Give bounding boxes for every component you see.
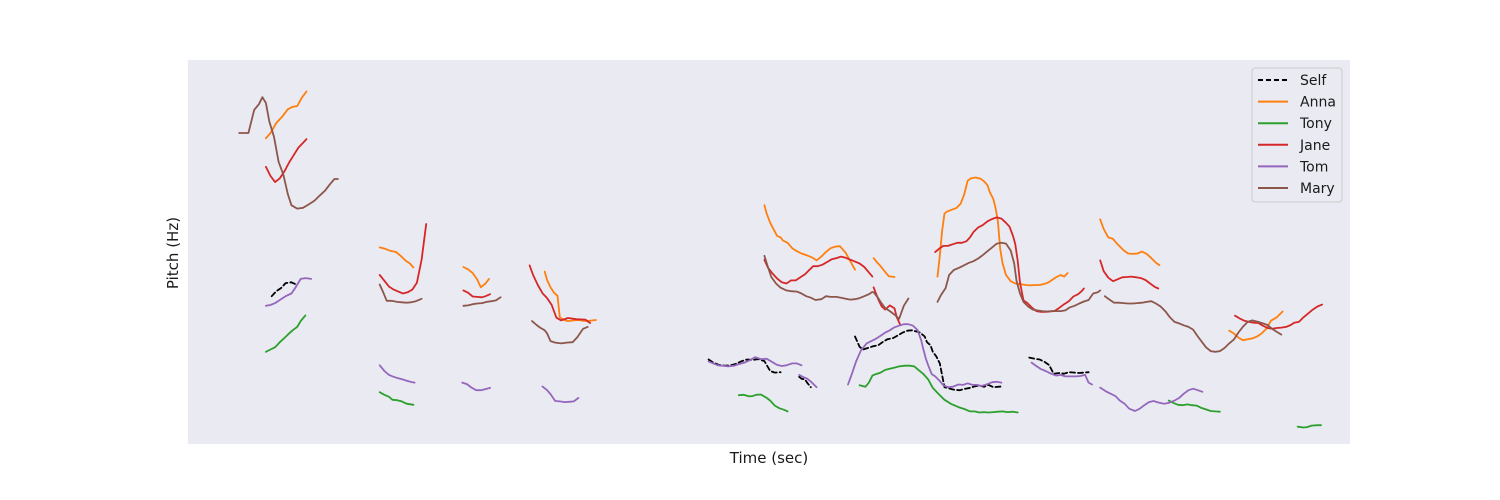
plot-area [188,60,1350,444]
series-layer [238,90,1323,429]
series-self-line-4 [1028,356,1090,375]
series-mary-line-0 [238,96,339,210]
series-tom-line-3 [541,385,580,404]
series-mary-line-6 [936,241,1102,313]
series-mary-line-3 [531,320,589,345]
legend-label-tony: Tony [1299,116,1332,132]
series-tony-line-4 [1167,399,1221,413]
series-self-line-0 [270,281,299,298]
series-tony-line-0 [264,314,307,353]
series-jane-line-3 [528,264,591,324]
x-axis-label: Time (sec) [729,449,808,467]
series-anna-line-6 [936,176,1069,287]
series-jane-line-0 [264,138,308,184]
series-self-line-2 [798,375,812,389]
legend-label-anna: Anna [1300,95,1336,111]
series-tom-line-2 [461,381,492,392]
series-jane-line-1 [378,223,428,295]
legend-label-self: Self [1300,73,1327,89]
series-tony-line-2 [737,393,789,413]
series-mary [238,96,1283,353]
series-mary-line-7 [1103,295,1283,353]
legend-label-mary: Mary [1300,181,1335,197]
series-jane-line-4 [763,255,874,285]
series-tom-line-7 [1030,361,1093,386]
series-tom [264,277,1204,412]
series-anna-line-5 [872,257,896,278]
series-mary-line-1 [378,283,423,304]
series-jane-line-2 [462,289,492,299]
series-mary-line-2 [462,296,502,307]
series-anna-line-1 [378,246,415,269]
series-self-line-3 [854,329,1004,392]
series-jane-line-6 [934,216,1085,313]
series-tom-line-0 [264,277,313,307]
legend: Self Anna Tony Jane Tom Mary [1251,67,1343,203]
series-tony [264,314,1322,429]
legend-label-jane: Jane [1299,138,1330,154]
legend-label-tom: Tom [1299,159,1328,175]
series-anna-line-2 [462,266,490,289]
series-anna-line-8 [1228,310,1284,342]
series-tom-line-8 [1099,386,1204,412]
series-tony-line-3 [858,364,1019,414]
series-tom-line-6 [847,323,1003,389]
series-anna-line-4 [763,204,856,271]
series-tom-line-5 [798,373,818,389]
series-tony-line-1 [378,391,415,406]
y-axis-label: Pitch (Hz) [164,217,182,289]
series-anna-line-7 [1099,218,1161,267]
series-tony-line-5 [1296,424,1322,429]
series-jane-line-7 [1099,259,1160,290]
series-jane [264,138,1323,330]
series-mary-line-5 [872,291,910,320]
series-tom-line-1 [378,364,416,384]
series-tom-line-4 [707,356,803,368]
series-mary-line-4 [763,254,874,301]
